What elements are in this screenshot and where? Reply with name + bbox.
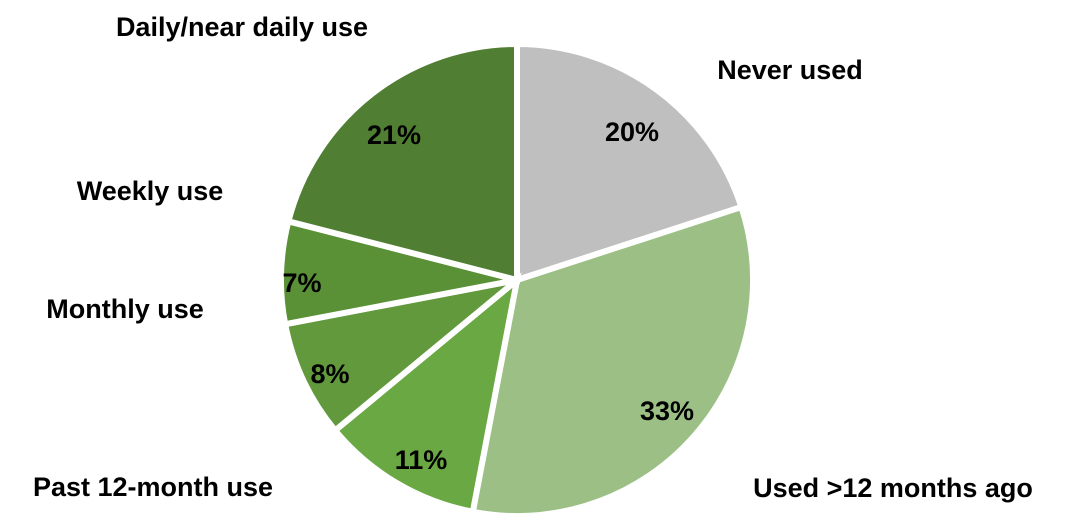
- category-label: Used >12 months ago: [753, 473, 1033, 503]
- percentage-label: 20%: [605, 117, 659, 147]
- category-label: Past 12-month use: [33, 472, 273, 502]
- category-label: Weekly use: [77, 176, 224, 206]
- category-label: Monthly use: [46, 294, 204, 324]
- category-labels: Never used Used >12 months ago Past 12-mon…: [33, 12, 1033, 503]
- pie-slice-past-12-month-use: [330, 272, 522, 516]
- category-label: Never used: [717, 55, 863, 85]
- category-label: Daily/near daily use: [116, 12, 368, 42]
- percentage-label: 7%: [282, 268, 321, 298]
- percentage-label: 8%: [310, 359, 349, 389]
- pie-slice-daily-near-daily-use: [284, 40, 520, 284]
- pie-slice-used-12-months-ago: [469, 203, 756, 519]
- pie-slice-monthly-use: [281, 277, 519, 435]
- percentage-labels: 20% 33% 11% 8% 7% 21%: [282, 117, 694, 475]
- percentage-label: 33%: [640, 396, 694, 426]
- pie-slice-never-used: [514, 40, 746, 285]
- percentage-label: 11%: [395, 445, 448, 475]
- pie-slices: [278, 40, 756, 519]
- percentage-label: 21%: [367, 120, 421, 150]
